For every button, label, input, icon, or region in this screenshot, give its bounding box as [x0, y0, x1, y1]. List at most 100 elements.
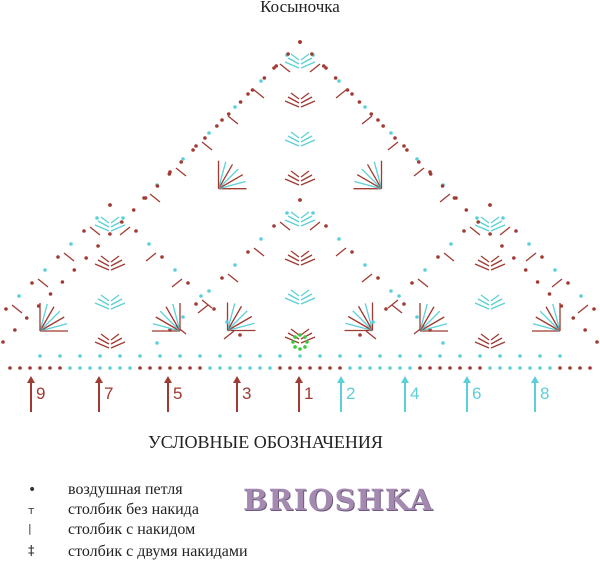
chain-stitch: [376, 118, 380, 122]
chain-stitch: [528, 366, 532, 370]
center-ring-stitch: [305, 340, 309, 344]
chain-stitch: [215, 124, 219, 128]
double-crochet-stitch: [525, 252, 537, 262]
double-crochet-stitch: [300, 297, 316, 305]
double-crochet-stitch: [300, 96, 313, 104]
double-crochet-stitch: [490, 341, 506, 349]
double-crochet-stitch: [172, 303, 181, 332]
chain-stitch: [128, 366, 132, 370]
chain-stitch: [84, 256, 88, 260]
chain-stitch: [468, 366, 472, 370]
double-crochet-stitch: [287, 174, 300, 182]
chain-stitch: [220, 118, 224, 122]
double-crochet-stitch: [37, 278, 49, 288]
double-crochet-stitch: [94, 302, 110, 310]
chain-stitch: [488, 232, 492, 236]
double-crochet-stitch: [287, 135, 300, 143]
double-crochet-stitch: [39, 303, 48, 332]
chain-stitch-icon: •: [28, 482, 37, 498]
double-crochet-stitch: [110, 333, 120, 341]
double-crochet-stitch: [480, 294, 490, 302]
chain-stitch: [48, 292, 53, 296]
center-ring-stitch: [298, 333, 302, 337]
chain-stitch: [428, 366, 432, 370]
chain-stitch: [458, 366, 462, 370]
double-crochet-stitch: [94, 263, 110, 271]
chain-stitch: [548, 366, 552, 370]
chain-stitch: [246, 250, 250, 254]
chain-stitch: [38, 366, 42, 370]
double-crochet-stitch: [152, 323, 181, 332]
chain-stitch: [199, 294, 203, 298]
chain-stitch: [308, 366, 312, 370]
chain-stitch: [464, 208, 469, 212]
chain-stitch: [56, 255, 60, 259]
double-crochet-stitch: [477, 259, 490, 267]
double-crochet-stitch: [539, 310, 561, 332]
double-crochet-stitch: [284, 336, 300, 344]
chain-stitch: [218, 354, 222, 358]
chain-stitch: [138, 366, 142, 370]
chain-stitch: [333, 76, 338, 80]
row-number: 1: [304, 384, 314, 403]
double-crochet-stitch: [419, 310, 441, 332]
chain-stitch: [78, 354, 82, 358]
double-crochet-stitch: [357, 305, 374, 331]
chain-stitch: [43, 268, 47, 272]
chain-stitch: [198, 366, 202, 370]
chain-stitch: [238, 354, 242, 358]
double-crochet-stitch: [391, 304, 403, 314]
chain-stitch: [558, 354, 562, 358]
chain-stitch: [363, 263, 367, 267]
double-crochet-stitch: [300, 328, 310, 336]
double-crochet-stitch: [218, 174, 244, 190]
double-crochet-stitch: [119, 226, 131, 236]
arrow-up-icon: [463, 376, 471, 383]
double-crochet-stitch: [300, 254, 313, 262]
center-ring-stitch: [293, 335, 297, 339]
double-crochet-stitch: [300, 61, 316, 69]
arrow-shaft: [534, 380, 536, 412]
arrow-shaft: [340, 380, 342, 412]
chain-stitch: [324, 224, 328, 228]
chain-stitch: [559, 304, 564, 308]
double-crochet-stitch: [97, 298, 110, 306]
double-crochet-stitch: [300, 250, 310, 258]
chain-stitch: [108, 366, 112, 370]
chain-stitch: [441, 341, 445, 345]
chain-stitch: [233, 105, 237, 109]
chain-stitch: [518, 354, 522, 358]
chain-stitch: [498, 354, 502, 358]
chain-stitch: [238, 100, 243, 104]
chain-stitch: [558, 366, 562, 370]
chain-stitch: [155, 184, 160, 188]
arrow-up-icon: [337, 376, 345, 383]
double-crochet-stitch: [290, 53, 300, 61]
double-crochet-stitch: [217, 164, 234, 190]
double-crochet-stitch: [354, 180, 382, 190]
double-crochet-stitch: [171, 278, 183, 288]
arrow-shaft: [98, 380, 100, 412]
chain-stitch: [272, 224, 276, 228]
chain-stitch: [547, 292, 552, 296]
chain-stitch: [518, 366, 522, 370]
chain-stitch: [311, 211, 315, 215]
center-ring-stitch: [291, 340, 295, 344]
arrow-shaft: [236, 380, 238, 412]
double-crochet-stitch: [290, 92, 300, 100]
chain-stitch: [298, 40, 302, 44]
chain-stitch: [415, 157, 419, 161]
chain-stitch: [8, 366, 12, 370]
double-crochet-stitch: [155, 316, 181, 332]
chain-stitch: [4, 307, 8, 311]
center-ring-stitch: [303, 335, 307, 339]
chain-stitch: [350, 92, 354, 96]
double-crochet-stitch: [218, 180, 246, 190]
double-crochet-stitch: [300, 92, 310, 100]
chain-stitch: [17, 294, 21, 298]
chain-stitch: [36, 304, 41, 308]
double-crochet-stitch: [480, 333, 490, 341]
chain-stitch: [178, 354, 182, 358]
chain-stitch: [198, 354, 202, 358]
